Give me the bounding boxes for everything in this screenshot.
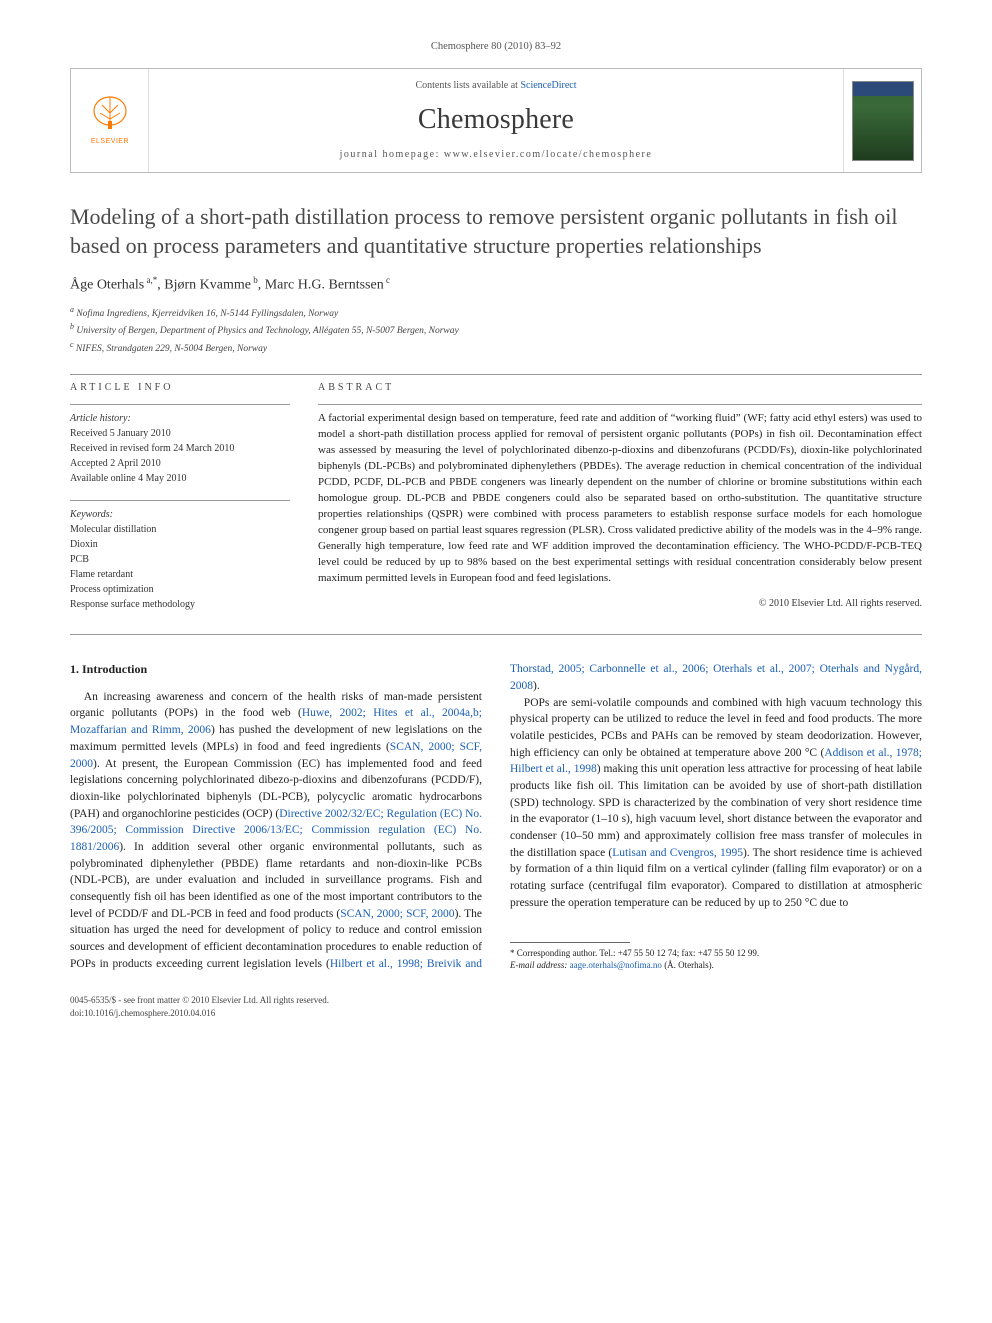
info-divider-1	[70, 404, 290, 405]
keyword: Response surface methodology	[70, 597, 290, 612]
footnote-corr: * Corresponding author. Tel.: +47 55 50 …	[510, 947, 922, 960]
keyword: Dioxin	[70, 537, 290, 552]
running-head: Chemosphere 80 (2010) 83–92	[70, 40, 922, 54]
footnote-rule	[510, 942, 630, 943]
contents-prefix: Contents lists available at	[415, 80, 520, 91]
email-who: (Å. Oterhals).	[664, 960, 714, 970]
footer-doi-line: doi:10.1016/j.chemosphere.2010.04.016	[70, 1007, 922, 1020]
info-divider-2	[70, 500, 290, 501]
citation-link[interactable]: Lutisan and Cvengros, 1995	[612, 847, 743, 859]
homepage-prefix: journal homepage:	[340, 149, 444, 160]
citation-link[interactable]: SCF, 2000	[406, 908, 454, 920]
author-email-link[interactable]: aage.oterhals@nofima.no	[570, 960, 662, 970]
homepage-url: www.elsevier.com/locate/chemosphere	[444, 149, 652, 160]
sciencedirect-link[interactable]: ScienceDirect	[520, 80, 576, 91]
history-received: Received 5 January 2010	[70, 426, 290, 441]
abstract-text: A factorial experimental design based on…	[318, 411, 922, 586]
keyword: PCB	[70, 552, 290, 567]
journal-cover-cell	[843, 69, 921, 172]
citation-link[interactable]: SCAN, 2000;	[340, 908, 403, 920]
article-info-heading: article info	[70, 381, 290, 395]
info-abstract-row: article info Article history: Received 5…	[70, 381, 922, 627]
keyword: Process optimization	[70, 582, 290, 597]
affiliation-c: c NIFES, Strandgaten 229, N-5004 Bergen,…	[70, 339, 922, 356]
abstract-copyright: © 2010 Elsevier Ltd. All rights reserved…	[318, 597, 922, 611]
abstract-column: abstract A factorial experimental design…	[318, 381, 922, 627]
publisher-logo-cell: ELSEVIER	[71, 69, 149, 172]
author-list: Åge Oterhals a,*, Bjørn Kvamme b, Marc H…	[70, 274, 922, 296]
footer-issn-line: 0045-6535/$ - see front matter © 2010 El…	[70, 994, 922, 1007]
keywords-label: Keywords:	[70, 507, 290, 522]
contents-list-line: Contents lists available at ScienceDirec…	[157, 79, 835, 93]
affiliation-b: b University of Bergen, Department of Ph…	[70, 321, 922, 338]
footer-meta: 0045-6535/$ - see front matter © 2010 El…	[70, 994, 922, 1019]
elsevier-tree-logo-icon: ELSEVIER	[82, 91, 138, 151]
masthead-center: Contents lists available at ScienceDirec…	[149, 69, 843, 172]
history-online: Available online 4 May 2010	[70, 471, 290, 486]
journal-cover-thumb-icon	[852, 81, 914, 161]
keyword: Flame retardant	[70, 567, 290, 582]
history-accepted: Accepted 2 April 2010	[70, 456, 290, 471]
divider-bottom	[70, 634, 922, 635]
keyword: Molecular distillation	[70, 522, 290, 537]
body-two-column: 1. Introduction An increasing awareness …	[70, 661, 922, 972]
section-1-heading: 1. Introduction	[70, 661, 482, 678]
article-info-column: article info Article history: Received 5…	[70, 381, 290, 627]
corresponding-author-footnote: * Corresponding author. Tel.: +47 55 50 …	[510, 947, 922, 972]
history-label: Article history:	[70, 411, 290, 426]
elsevier-wordmark: ELSEVIER	[90, 138, 128, 145]
journal-homepage-line: journal homepage: www.elsevier.com/locat…	[157, 148, 835, 162]
history-revised: Received in revised form 24 March 2010	[70, 441, 290, 456]
abstract-divider	[318, 404, 922, 405]
email-label: E-mail address:	[510, 960, 567, 970]
affiliations: a Nofima Ingrediens, Kjerreidviken 16, N…	[70, 304, 922, 356]
abstract-heading: abstract	[318, 381, 922, 395]
article-title: Modeling of a short-path distillation pr…	[70, 203, 922, 260]
divider-top	[70, 374, 922, 375]
article-history: Article history: Received 5 January 2010…	[70, 411, 290, 486]
journal-masthead: ELSEVIER Contents lists available at Sci…	[70, 68, 922, 173]
keywords-block: Keywords: Molecular distillation Dioxin …	[70, 507, 290, 612]
paragraph-2: POPs are semi-volatile compounds and com…	[510, 695, 922, 912]
footnote-email-line: E-mail address: aage.oterhals@nofima.no …	[510, 959, 922, 972]
affiliation-a: a Nofima Ingrediens, Kjerreidviken 16, N…	[70, 304, 922, 321]
journal-title: Chemosphere	[157, 101, 835, 139]
